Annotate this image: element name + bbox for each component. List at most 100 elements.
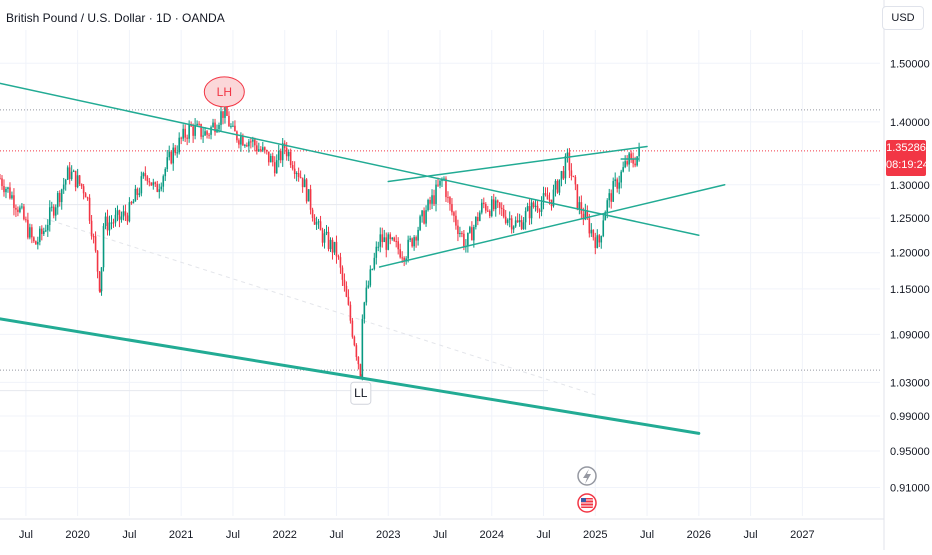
trendline[interactable] — [0, 82, 700, 236]
candle-body — [208, 134, 210, 136]
candle-body — [471, 227, 473, 241]
candle-body — [168, 151, 171, 158]
candle-body — [560, 171, 563, 180]
candle-body — [437, 184, 439, 186]
us-flag-icon[interactable] — [577, 493, 597, 513]
candle-body — [594, 237, 597, 248]
candle-body — [556, 180, 559, 193]
candle-body — [210, 127, 212, 135]
candle-body — [122, 211, 125, 217]
candle-body — [234, 125, 236, 132]
candle-body — [554, 180, 557, 190]
candle-body — [64, 179, 67, 185]
candle-body — [220, 111, 222, 125]
candle-body — [50, 206, 53, 208]
candle-body — [484, 204, 487, 211]
candle-body — [329, 239, 332, 250]
candle-body — [479, 212, 481, 221]
candle-body — [242, 136, 244, 146]
candle-body — [349, 304, 352, 321]
last-price-value: 1.35286 — [886, 142, 926, 154]
candle-body — [262, 147, 264, 151]
candle-body — [224, 102, 226, 118]
candle-body — [459, 233, 461, 235]
candle-body — [393, 237, 396, 241]
x-tick-label: 2023 — [376, 529, 400, 541]
candle-body — [461, 233, 463, 235]
candle-body — [54, 207, 57, 216]
trendline[interactable] — [378, 184, 726, 268]
candle-body — [622, 167, 624, 172]
candle-body — [614, 179, 617, 182]
candle-body — [305, 179, 308, 202]
candle-body — [634, 163, 636, 166]
candle-body — [417, 229, 419, 241]
candle-body — [267, 151, 270, 163]
candle-body — [363, 302, 366, 319]
projection-line — [42, 217, 596, 396]
candle-body — [238, 140, 240, 145]
event-icons[interactable] — [577, 466, 597, 513]
candle-body — [112, 222, 115, 224]
candle-body — [379, 234, 382, 247]
x-tick-label: 2025 — [583, 529, 607, 541]
candle-body — [289, 152, 292, 166]
lightning-icon-bolt — [583, 469, 591, 484]
candle-body — [254, 139, 256, 146]
candle-body — [130, 202, 133, 204]
x-tick-label: Jul — [640, 529, 654, 541]
candle-body — [564, 156, 567, 179]
x-tick-label: Jul — [19, 529, 33, 541]
candle-body — [265, 150, 268, 152]
candle-body — [433, 195, 435, 204]
candle-body — [445, 178, 447, 198]
horizontal-levels — [0, 109, 880, 392]
candle-body — [0, 178, 1, 180]
candle-body — [477, 216, 479, 221]
lower-high-bubble — [203, 76, 245, 108]
candle-body — [311, 209, 314, 218]
candle-body — [562, 171, 565, 179]
candle-body — [534, 205, 537, 207]
x-tick-label: 2027 — [790, 529, 814, 541]
candle-body — [291, 165, 294, 169]
candle-body — [389, 234, 392, 240]
candle-body — [260, 149, 262, 151]
candle-body — [164, 168, 167, 177]
candle-body — [542, 193, 545, 203]
candle-body — [415, 237, 417, 241]
candle-body — [568, 152, 571, 171]
candle-body — [7, 187, 9, 189]
candle-body — [536, 205, 539, 211]
candle-body — [114, 214, 117, 223]
candle-body — [345, 285, 348, 297]
trendline[interactable] — [0, 317, 701, 435]
candle-body — [90, 220, 93, 237]
currency-button[interactable]: USD — [882, 6, 924, 30]
x-tick-label: Jul — [433, 529, 447, 541]
candle-body — [518, 220, 521, 223]
candle-body — [590, 229, 593, 234]
candle-body — [148, 181, 151, 183]
candle-body — [387, 234, 390, 250]
candle-body — [343, 279, 346, 286]
candle-body — [435, 184, 437, 204]
candle-body — [48, 207, 51, 225]
lightning-icon[interactable] — [577, 466, 597, 486]
trendline[interactable] — [387, 145, 648, 183]
trendlines[interactable] — [0, 82, 726, 435]
candle-body — [252, 139, 254, 142]
candle-body — [608, 193, 611, 201]
candle-body — [228, 115, 230, 127]
candle-body — [544, 193, 547, 195]
candle-body — [341, 267, 344, 280]
candle-body — [496, 200, 499, 203]
candle-body — [351, 320, 354, 337]
candle-body — [192, 126, 194, 136]
candle-body — [37, 241, 39, 245]
y-tick-label: 1.25000 — [890, 213, 930, 225]
candle-body — [307, 189, 310, 202]
